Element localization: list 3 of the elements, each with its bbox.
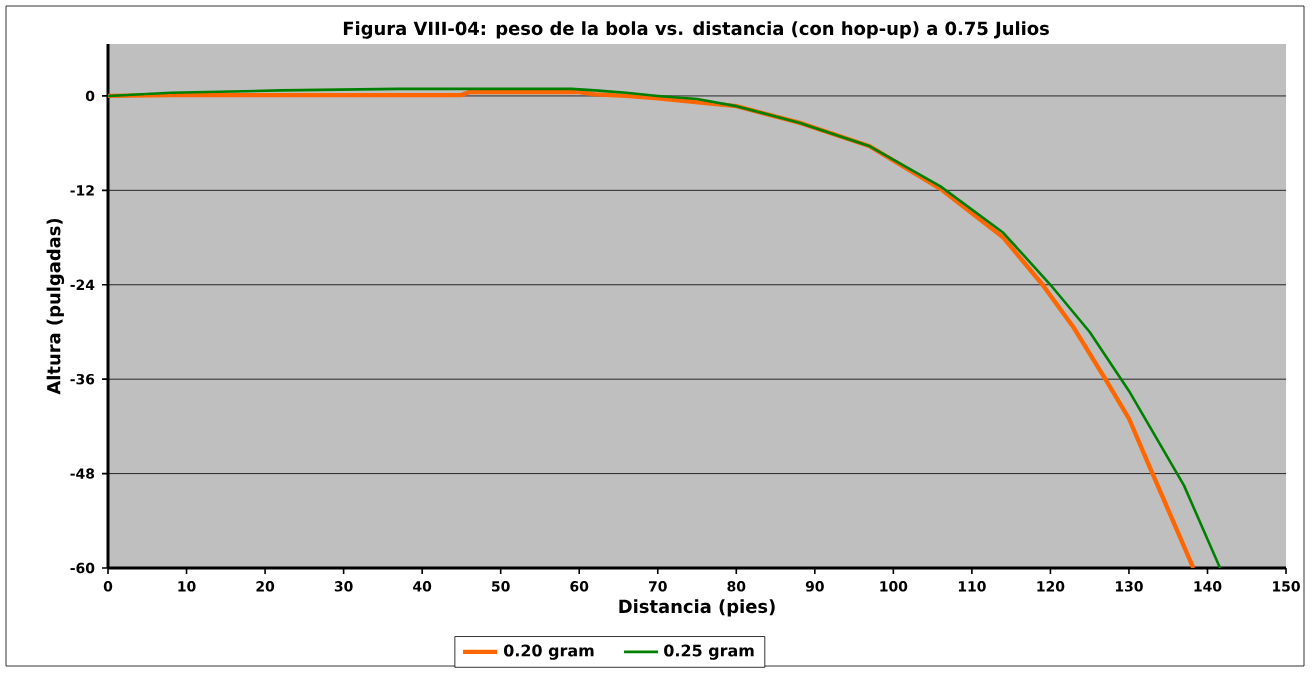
chart-title: Figura VIII-04: peso de la bola vs. distancia (con hop-up) a 0.75 Julios bbox=[343, 21, 1049, 39]
y-axis-title: Altura (pulgadas) bbox=[46, 218, 65, 395]
x-axis-title: Distancia (pies) bbox=[619, 599, 775, 617]
